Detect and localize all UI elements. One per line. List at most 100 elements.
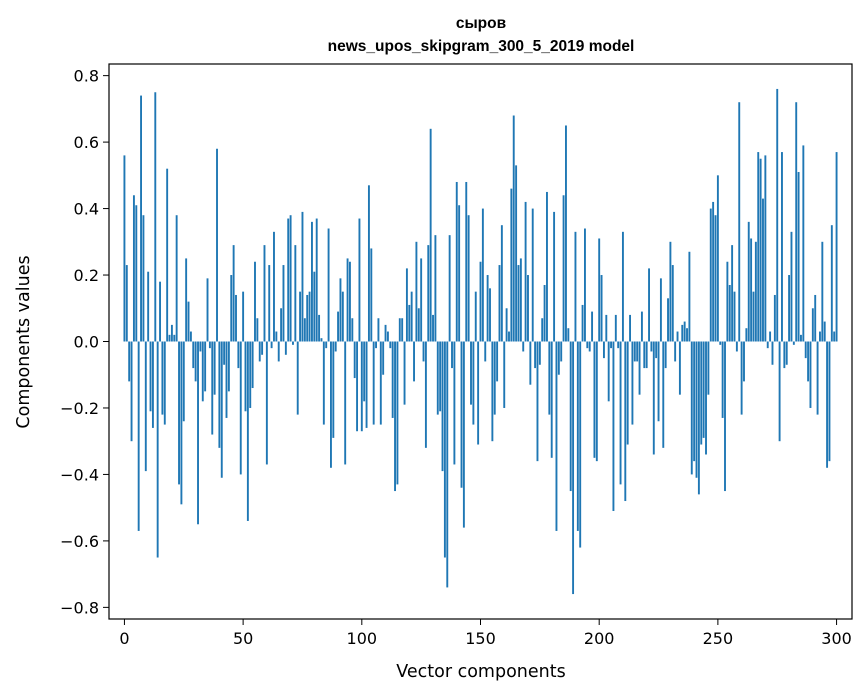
- bar: [629, 314, 631, 342]
- bar: [676, 331, 679, 342]
- bar: [322, 341, 325, 425]
- bar: [375, 341, 377, 349]
- bar: [593, 341, 596, 458]
- bar: [377, 318, 380, 342]
- bar: [348, 261, 351, 342]
- bar: [289, 215, 292, 342]
- bar: [638, 341, 641, 395]
- x-axis-label: Vector components: [396, 662, 565, 682]
- bar: [681, 324, 684, 342]
- x-tick-label: 100: [347, 629, 378, 648]
- x-tick-label: 50: [233, 629, 253, 648]
- x-tick-label: 150: [465, 629, 496, 648]
- bar: [201, 341, 204, 402]
- bar: [460, 341, 463, 488]
- bar: [296, 341, 299, 415]
- bar: [826, 341, 829, 468]
- bar: [811, 308, 814, 342]
- bar: [313, 271, 316, 342]
- bar: [503, 341, 506, 408]
- bar: [268, 265, 271, 342]
- bar: [546, 191, 548, 342]
- bar: [144, 341, 147, 472]
- bar: [835, 152, 838, 342]
- bar: [621, 231, 624, 342]
- bar: [254, 261, 256, 342]
- bar: [292, 341, 294, 345]
- bar: [394, 341, 396, 492]
- bar: [657, 341, 660, 422]
- bar: [560, 341, 563, 362]
- bar: [178, 341, 180, 485]
- bar: [667, 298, 669, 342]
- bar: [410, 291, 413, 342]
- bar: [265, 341, 268, 465]
- bar: [740, 341, 743, 415]
- bar: [800, 334, 802, 342]
- bar: [591, 311, 594, 342]
- y-tick-label: 0.0: [74, 333, 99, 352]
- bar: [569, 341, 572, 492]
- bar: [735, 341, 738, 352]
- bar: [650, 341, 653, 352]
- bar: [517, 265, 520, 342]
- bar: [156, 341, 159, 558]
- bar: [232, 245, 235, 342]
- bar: [655, 341, 658, 359]
- bar: [671, 265, 674, 342]
- bar: [576, 341, 579, 531]
- bar: [555, 341, 558, 531]
- bar: [249, 341, 252, 408]
- bar: [719, 341, 722, 345]
- bar: [311, 221, 313, 342]
- bar: [398, 318, 401, 342]
- bar: [344, 341, 347, 465]
- bar: [557, 341, 560, 375]
- bar: [379, 341, 382, 425]
- bar: [750, 238, 753, 342]
- bar: [519, 258, 522, 342]
- bar: [235, 294, 237, 342]
- bar: [833, 331, 836, 342]
- bar: [548, 341, 551, 415]
- chart-title: сыров: [456, 15, 506, 32]
- bar: [218, 341, 221, 448]
- bar: [477, 341, 480, 445]
- bar: [579, 341, 582, 548]
- bar: [543, 285, 546, 342]
- bar: [584, 228, 586, 342]
- bar: [574, 231, 577, 342]
- bar: [797, 172, 800, 342]
- y-tick-label: −0.2: [60, 399, 99, 418]
- bar: [743, 341, 745, 382]
- bar: [614, 314, 617, 342]
- plot-frame: [108, 63, 853, 620]
- bar: [391, 341, 394, 418]
- bar: [605, 314, 608, 342]
- bar: [306, 294, 309, 342]
- bar: [417, 308, 420, 342]
- bar: [446, 341, 449, 588]
- bar: [705, 341, 707, 455]
- bar: [332, 341, 335, 438]
- bar: [403, 341, 406, 405]
- bar: [382, 341, 385, 375]
- bar: [783, 341, 786, 369]
- bar: [436, 341, 439, 415]
- bar: [451, 341, 453, 369]
- bar: [792, 341, 795, 345]
- bar: [396, 341, 399, 485]
- bar: [441, 341, 444, 472]
- bar: [277, 341, 280, 362]
- bar: [481, 208, 484, 342]
- bar: [595, 341, 598, 462]
- bar: [356, 341, 359, 432]
- bar: [773, 294, 776, 342]
- bar: [819, 331, 821, 342]
- bar: [263, 245, 266, 342]
- bar: [769, 331, 772, 342]
- bar: [334, 341, 337, 352]
- bar: [821, 241, 824, 342]
- bar: [154, 92, 157, 342]
